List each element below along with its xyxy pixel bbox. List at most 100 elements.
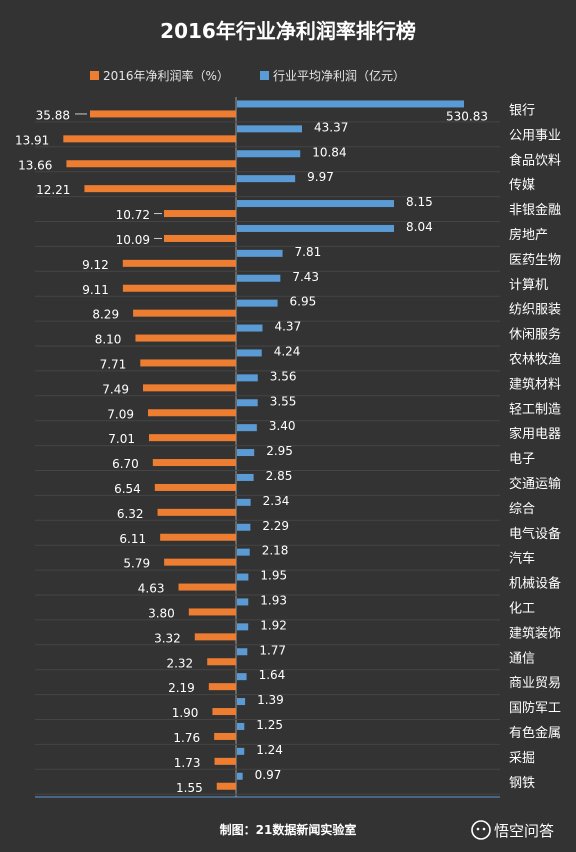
label-profit-margin: 6.11	[119, 532, 146, 546]
label-profit-margin: 8.10	[95, 333, 122, 347]
bar-avg-profit	[237, 424, 257, 432]
bar-profit-margin	[147, 409, 236, 417]
bar-avg-profit	[237, 473, 254, 481]
bar-profit-margin	[148, 434, 236, 442]
label-profit-margin: 1.76	[173, 731, 200, 745]
bar-profit-margin	[178, 583, 236, 591]
category-label: 建筑装饰	[509, 625, 561, 641]
category-label: 家用电器	[509, 426, 561, 442]
label-avg-profit: 3.40	[269, 419, 296, 433]
bar-profit-margin	[160, 533, 236, 541]
brand-logo-eye-right	[482, 827, 486, 831]
category-label: 电气设备	[509, 526, 561, 542]
category-label: 公用事业	[509, 128, 561, 143]
category-label: 纺织服装	[509, 303, 561, 318]
footer-source: 制图：21数据新闻实验室	[220, 822, 357, 837]
label-avg-profit: 43.37	[314, 120, 348, 134]
label-profit-margin: 5.79	[123, 557, 150, 571]
bar-avg-profit	[237, 747, 245, 755]
bar-profit-margin	[84, 185, 237, 193]
brand-logo: 悟空问答	[471, 820, 554, 840]
bar-profit-margin	[133, 309, 236, 317]
category-label: 计算机	[509, 278, 548, 293]
category-label: 电子	[509, 452, 535, 467]
label-avg-profit: 1.77	[259, 643, 286, 657]
label-profit-margin: 6.32	[117, 507, 144, 521]
brand-name: 悟空问答	[494, 822, 554, 840]
brand-logo-eye-left	[476, 827, 480, 831]
category-label: 综合	[509, 502, 535, 517]
label-avg-profit: 2.18	[262, 544, 289, 558]
label-avg-profit: 1.92	[260, 618, 287, 632]
chart-title: 2016年行业净利润率排行榜	[160, 19, 416, 43]
label-profit-margin: 7.01	[108, 432, 135, 446]
label-avg-profit: 2.95	[266, 444, 293, 458]
bar-avg-profit	[237, 548, 250, 556]
brand-logo-icon	[471, 820, 491, 840]
category-label: 通信	[509, 651, 535, 666]
bar-avg-profit	[237, 150, 301, 158]
bar-profit-margin	[216, 782, 236, 790]
bar-avg-profit	[237, 324, 263, 332]
bar-avg-profit	[237, 772, 243, 780]
bar-profit-margin	[122, 259, 236, 267]
label-avg-profit: 8.04	[406, 220, 433, 234]
label-avg-profit: 2.29	[262, 519, 289, 533]
category-label: 传媒	[509, 178, 535, 193]
label-profit-margin: 10.72	[116, 208, 150, 222]
bar-profit-margin	[122, 284, 236, 292]
bar-profit-margin	[214, 757, 236, 765]
bar-profit-margin	[188, 608, 236, 616]
bar-avg-profit	[237, 698, 246, 706]
label-profit-margin: 8.29	[92, 308, 119, 322]
bar-avg-profit	[237, 349, 262, 357]
label-avg-profit: 6.95	[290, 295, 317, 309]
category-label: 交通运输	[509, 476, 561, 492]
label-avg-profit: 4.37	[274, 320, 301, 334]
bar-profit-margin	[207, 658, 236, 666]
category-label: 食品饮料	[509, 152, 561, 168]
bar-avg-profit	[237, 299, 278, 307]
label-avg-profit: 1.39	[257, 693, 284, 707]
bar-avg-profit	[237, 623, 249, 631]
label-profit-margin: 6.54	[114, 482, 141, 496]
category-label: 国防军工	[509, 700, 561, 716]
label-profit-margin: 9.12	[82, 258, 109, 272]
label-profit-margin: 6.70	[112, 457, 139, 471]
bar-profit-margin	[164, 210, 236, 218]
bar-profit-margin	[154, 483, 236, 491]
legend-swatch-profit-margin	[90, 71, 99, 80]
bar-profit-margin	[143, 384, 236, 392]
bar-avg-profit	[237, 274, 281, 282]
bar-avg-profit	[237, 722, 245, 730]
label-avg-profit: 10.84	[312, 145, 346, 159]
label-profit-margin: 12.21	[36, 183, 70, 197]
category-label: 商业贸易	[509, 676, 561, 691]
bar-profit-margin	[164, 234, 236, 242]
label-avg-profit: 1.64	[259, 668, 286, 682]
label-profit-margin: 4.63	[138, 582, 165, 596]
label-profit-margin: 7.71	[100, 357, 127, 371]
bar-avg-profit	[237, 648, 248, 656]
category-label: 银行	[509, 103, 535, 118]
legend-label-profit-margin: 2016年净利润率（%）	[103, 68, 229, 83]
bar-profit-margin	[140, 359, 236, 367]
category-label: 钢铁	[509, 776, 535, 791]
plot-area: 35.88 530.83 银行 13.91 43.37 公用事业 13.66 10.84 食品饮…	[15, 97, 561, 797]
label-avg-profit: 1.95	[260, 569, 287, 583]
bar-avg-profit	[237, 125, 302, 133]
label-profit-margin: 2.32	[166, 656, 193, 670]
bar-avg-profit	[237, 200, 394, 208]
category-label: 有色金属	[509, 725, 561, 741]
bar-profit-margin	[214, 732, 236, 740]
bar-avg-profit	[237, 449, 255, 457]
bar-avg-profit	[237, 100, 464, 108]
label-profit-margin: 1.55	[176, 781, 203, 795]
bar-avg-profit	[237, 598, 249, 606]
bar-avg-profit	[237, 523, 251, 531]
label-profit-margin: 3.32	[154, 631, 181, 645]
category-label: 非银金融	[509, 202, 561, 218]
label-avg-profit: 2.85	[266, 469, 293, 483]
category-label: 汽车	[509, 551, 535, 567]
